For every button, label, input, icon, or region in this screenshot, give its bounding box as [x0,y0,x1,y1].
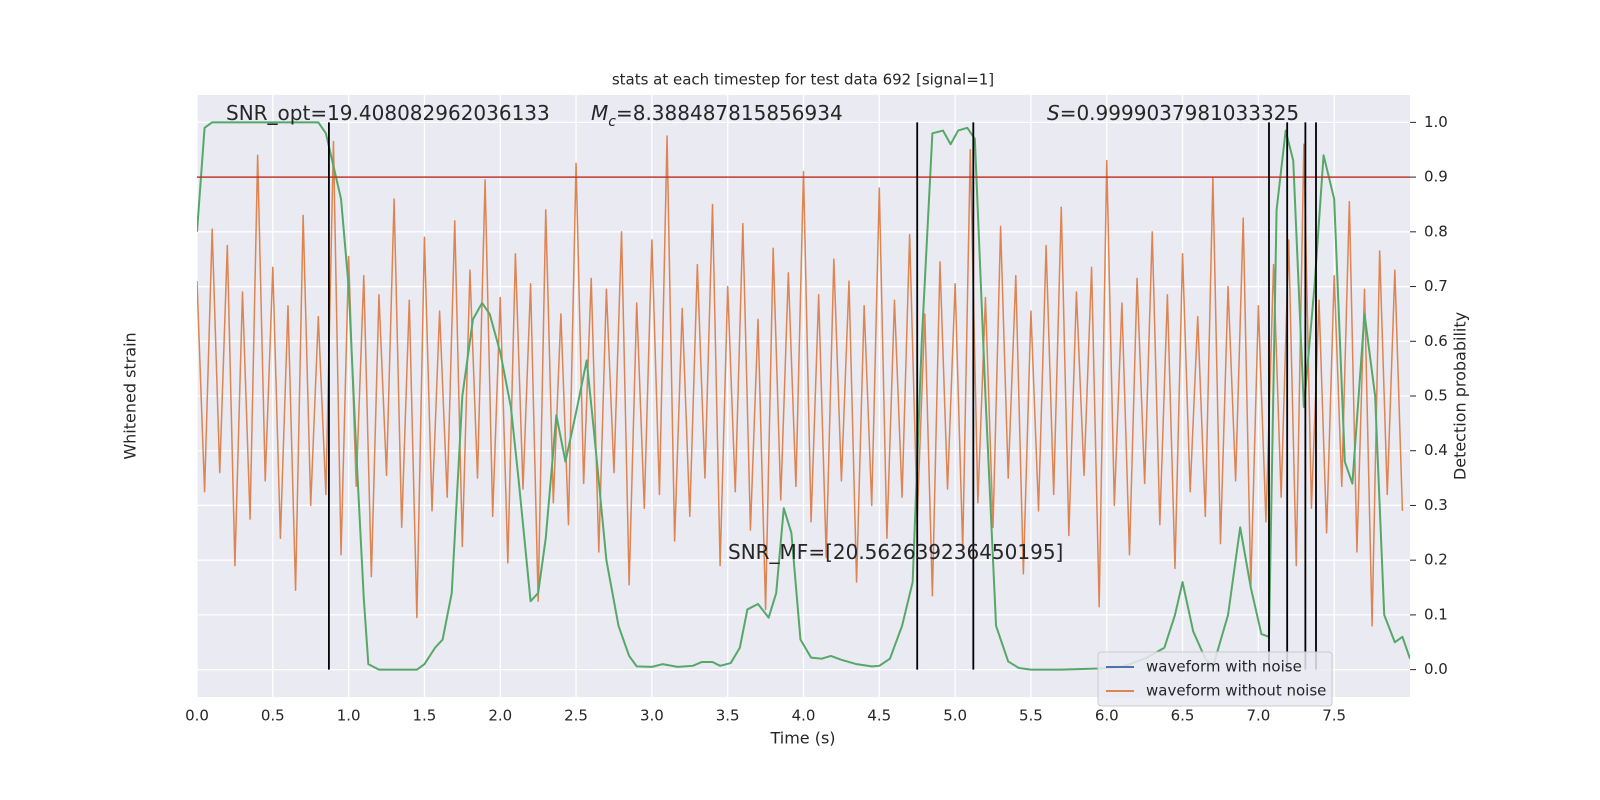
y2-tick-label: 0.1 [1424,605,1448,623]
y2-tick-label: 0.3 [1424,496,1448,514]
annotation: S=0.9999037981033325 [1047,101,1299,125]
y2-tick-label: 0.6 [1424,332,1448,350]
y2-tick-label: 0.0 [1424,660,1448,678]
y2-tick-label: 0.8 [1424,222,1448,240]
x-tick-label: 4.5 [867,707,891,725]
x-tick-label: 1.5 [413,707,437,725]
x-tick-label: 0.5 [261,707,285,725]
annotation-subscript: c [608,114,616,130]
series-line [197,135,1404,627]
y2-tick-label: 1.0 [1424,113,1448,131]
x-tick-label: 5.5 [1019,707,1043,725]
annotation: Mc=8.388487815856934 [591,101,843,131]
annotation: SNR_opt=19.408082962036133 [226,101,550,125]
y2-axis-label: Detection probability [1451,312,1470,480]
series-line [197,121,1410,671]
annotation-symbol: S [1047,101,1060,125]
y2-tick-label: 0.9 [1424,168,1448,186]
overlay [197,122,1410,670]
y2-tick-label: 0.7 [1424,277,1448,295]
x-tick-label: 2.5 [564,707,588,725]
x-tick-label: 6.0 [1095,707,1119,725]
annotation-symbol: M [591,101,608,125]
chart-title: stats at each timestep for test data 692… [612,71,994,89]
y2-tick-label: 0.5 [1424,387,1448,405]
x-tick-label: 5.0 [943,707,967,725]
y2-tick-label: 0.4 [1424,441,1448,459]
x-axis-label: Time (s) [769,729,835,748]
x-tick-label: 7.0 [1246,707,1270,725]
legend-box [1097,651,1333,707]
annotation-text: =8.388487815856934 [616,101,843,125]
annotation-text: =0.9999037981033325 [1060,101,1299,125]
x-tick-label: 2.0 [488,707,512,725]
legend-label: waveform with noise [1146,658,1302,676]
annotation: SNR_MF=[20.562639236450195] [728,540,1063,564]
x-tick-label: 1.0 [337,707,361,725]
x-tick-label: 3.0 [640,707,664,725]
y2-tick-label: 0.2 [1424,551,1448,569]
annotation-text: SNR_opt=19.408082962036133 [226,101,550,125]
y-axis-label: Whitened strain [121,332,140,459]
x-tick-label: 6.5 [1171,707,1195,725]
x-tick-label: 3.5 [716,707,740,725]
annotation-text: SNR_MF=[20.562639236450195] [728,540,1063,564]
plot [197,121,1410,671]
x-tick-label: 4.0 [792,707,816,725]
x-tick-label: 7.5 [1322,707,1346,725]
legend-label: waveform without noise [1146,682,1326,700]
x-tick-label: 0.0 [185,707,209,725]
